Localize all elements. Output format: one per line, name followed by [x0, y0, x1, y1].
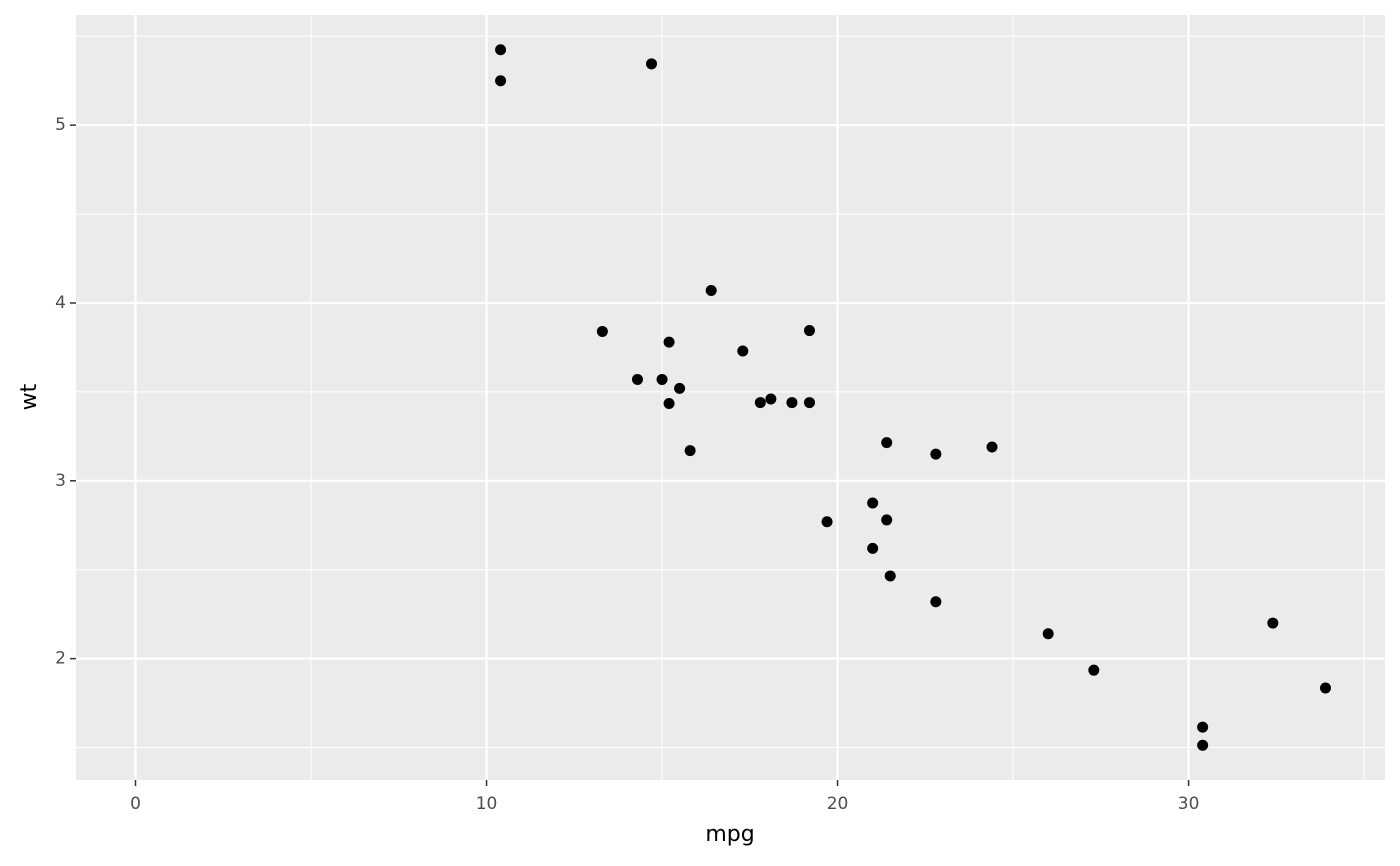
x-tick-label: 10: [476, 794, 498, 814]
x-tick-label: 30: [1178, 794, 1200, 814]
point: [1088, 664, 1100, 676]
point: [1042, 628, 1054, 640]
point: [803, 397, 815, 409]
y-tick-label: 4: [55, 293, 66, 313]
point: [881, 514, 893, 526]
point: [663, 336, 675, 348]
point: [786, 397, 798, 409]
point: [803, 325, 815, 337]
point: [656, 373, 668, 385]
panel-background: [76, 15, 1385, 780]
point: [867, 497, 879, 509]
point: [884, 570, 896, 582]
point: [495, 75, 507, 87]
x-axis-title: mpg: [705, 822, 754, 847]
y-tick-label: 5: [55, 115, 66, 135]
point: [1320, 682, 1331, 694]
x-tick-label: 20: [827, 794, 849, 814]
point: [705, 285, 717, 297]
point: [754, 397, 766, 409]
point: [930, 596, 942, 608]
point: [881, 437, 893, 449]
point: [1197, 739, 1209, 751]
point: [986, 441, 998, 453]
point: [737, 345, 749, 357]
point: [631, 373, 643, 385]
point: [674, 382, 686, 394]
point: [663, 397, 675, 409]
point: [646, 58, 658, 70]
point: [765, 393, 777, 405]
x-tick-label: 0: [130, 794, 141, 814]
y-tick-label: 3: [55, 471, 66, 491]
y-tick-label: 2: [55, 649, 66, 669]
point: [930, 448, 942, 460]
point: [821, 516, 833, 528]
point: [1267, 617, 1279, 629]
point: [495, 44, 507, 56]
point: [867, 542, 879, 554]
point: [1197, 721, 1209, 733]
point: [596, 325, 608, 337]
point: [684, 445, 696, 457]
y-axis-title: wt: [17, 383, 42, 410]
